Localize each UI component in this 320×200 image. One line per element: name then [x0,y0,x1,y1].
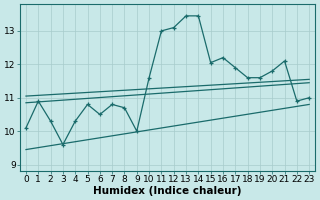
X-axis label: Humidex (Indice chaleur): Humidex (Indice chaleur) [93,186,242,196]
